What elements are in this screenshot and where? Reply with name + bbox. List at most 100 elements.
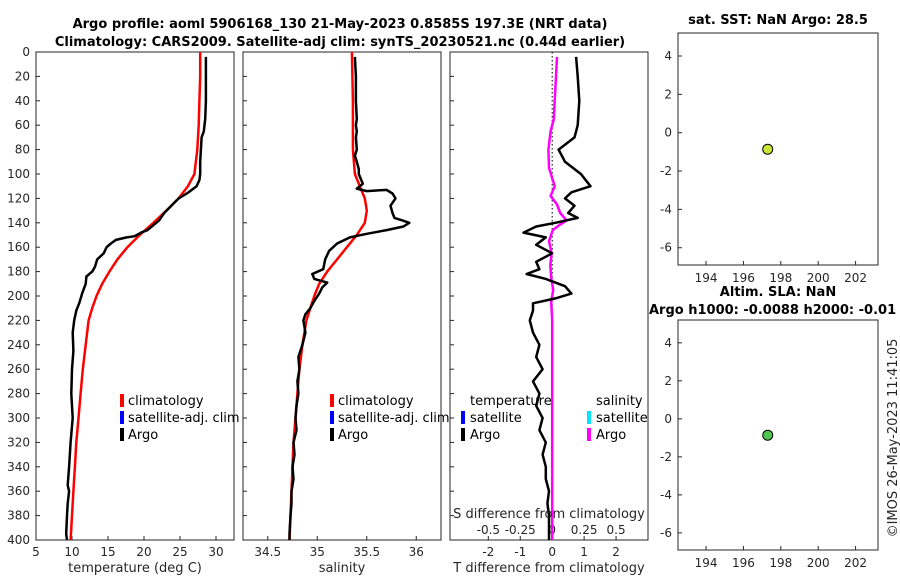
sst-title: sat. SST: NaN Argo: 28.5 <box>688 13 868 28</box>
x-tick-label: 202 <box>844 271 867 285</box>
x-tick-label: 194 <box>695 271 718 285</box>
x-tick-label: 10 <box>64 545 79 559</box>
sla-axes <box>677 319 879 551</box>
figure-title-line1: Argo profile: aoml 5906168_130 21-May-20… <box>73 17 608 32</box>
legend-label-argo: Argo <box>338 428 368 443</box>
t-difference-xlabel: T difference from climatology <box>452 561 645 576</box>
depth-tick-label: 60 <box>15 118 30 132</box>
y-tick-label: -4 <box>660 202 672 216</box>
temperature-xlabel: temperature (deg C) <box>68 561 202 576</box>
y-tick-label: -6 <box>660 241 672 255</box>
x-tick-label: 2 <box>612 545 620 559</box>
depth-tick-label: 340 <box>7 460 30 474</box>
depth-tick-label: 120 <box>7 191 30 205</box>
x-tick-label: 198 <box>769 271 792 285</box>
depth-tick-label: 300 <box>7 411 30 425</box>
legend-swatch-t-satellite <box>461 411 465 424</box>
x-tick-label: 5 <box>32 545 40 559</box>
legend-swatch-t-argo <box>461 428 465 441</box>
legend-label-satellite: satellite-adj. clim <box>128 411 240 426</box>
y-tick-label: 0 <box>664 412 672 426</box>
depth-tick-label: 20 <box>15 69 30 83</box>
y-tick-label: 4 <box>664 336 672 350</box>
depth-tick-label: 40 <box>15 94 30 108</box>
sla-panel: Altim. SLA: NaN Argo h1000: -0.0088 h200… <box>649 285 896 570</box>
x-tick-label: -1 <box>514 545 526 559</box>
x-tick-label: 196 <box>732 271 755 285</box>
depth-tick-label: 400 <box>7 533 30 547</box>
temperature-legend: climatology satellite-adj. clim Argo <box>120 394 240 443</box>
salinity-xlabel: salinity <box>319 561 366 576</box>
legend-swatch-climatology <box>330 394 334 407</box>
legend-title-salinity: salinity <box>596 394 643 409</box>
legend-label-argo: Argo <box>128 428 158 443</box>
difference-legend-temperature: temperature satellite Argo <box>461 394 552 443</box>
s-difference-xlabel: S difference from climatology <box>453 507 645 522</box>
t-difference-line <box>522 56 592 540</box>
x-tick-label: 15 <box>100 545 115 559</box>
x-tick-label: 35 <box>310 545 325 559</box>
y-tick-label: -4 <box>660 488 672 502</box>
depth-tick-label: 260 <box>7 362 30 376</box>
legend-swatch-s-argo <box>587 428 591 441</box>
depth-tick-label: 140 <box>7 216 30 230</box>
s-tick-label: -0.5 <box>477 523 500 537</box>
x-tick-label: 20 <box>136 545 151 559</box>
depth-tick-label: 200 <box>7 289 30 303</box>
x-tick-label: 35.5 <box>353 545 380 559</box>
credit-text: ©IMOS 26-May-2023 11:41:05 <box>886 339 900 538</box>
legend-label-s-satellite: satellite <box>596 411 648 426</box>
y-tick-label: -6 <box>660 526 672 540</box>
difference-axes <box>449 51 649 541</box>
figure-title-line2: Climatology: CARS2009. Satellite-adj cli… <box>55 35 625 50</box>
y-tick-label: 0 <box>664 126 672 140</box>
depth-tick-label: 160 <box>7 240 30 254</box>
salinity-axes <box>242 51 442 541</box>
y-tick-label: 4 <box>664 49 672 63</box>
salinity-panel: 34.5 35 35.5 36 climatology satellite-adj. … <box>242 51 450 576</box>
legend-label-s-argo: Argo <box>596 428 626 443</box>
y-tick-label: -2 <box>660 164 672 178</box>
legend-label-climatology: climatology <box>128 394 204 409</box>
x-tick-label: 34.5 <box>254 545 281 559</box>
x-tick-label: 25 <box>172 545 187 559</box>
x-tick-label: 200 <box>807 556 830 570</box>
depth-tick-label: 320 <box>7 435 30 449</box>
legend-label-t-satellite: satellite <box>470 411 522 426</box>
x-tick-label: 202 <box>844 556 867 570</box>
y-tick-label: -2 <box>660 450 672 464</box>
argo-temperature-line <box>64 56 208 541</box>
legend-swatch-argo <box>330 428 334 441</box>
depth-tick-label: 380 <box>7 509 30 523</box>
depth-tick-label: 220 <box>7 313 30 327</box>
depth-tick-label: 360 <box>7 484 30 498</box>
temperature-panel: 0 20 40 60 80 100 120 140 160 180 200 220 240 260 280 3… <box>7 45 240 576</box>
argo-position-marker <box>762 143 774 155</box>
legend-swatch-s-satellite <box>587 411 591 424</box>
legend-swatch-argo <box>120 428 124 441</box>
sst-panel: sat. SST: NaN Argo: 28.5 4 2 0 -2 -4 -6 194 196… <box>660 13 879 285</box>
x-tick-label: 36 <box>409 545 424 559</box>
legend-label-t-argo: Argo <box>470 428 500 443</box>
x-tick-label: 196 <box>732 556 755 570</box>
s-tick-label: 0.25 <box>571 523 598 537</box>
x-tick-label: 198 <box>769 556 792 570</box>
legend-label-climatology: climatology <box>338 394 414 409</box>
legend-swatch-satellite <box>330 411 334 424</box>
s-tick-label: 0.5 <box>607 523 626 537</box>
climatology-temperature-line <box>69 52 202 541</box>
s-difference-line <box>547 56 568 540</box>
sla-title-line1: Altim. SLA: NaN <box>720 285 836 300</box>
depth-tick-label: 80 <box>15 143 30 157</box>
sla-title-line2: Argo h1000: -0.0088 h2000: -0.01 <box>649 303 896 318</box>
argo-position-marker <box>762 429 774 441</box>
legend-swatch-climatology <box>120 394 124 407</box>
legend-label-satellite: satellite-adj. clim <box>338 411 450 426</box>
difference-legend-salinity: salinity satellite Argo <box>587 394 648 443</box>
x-tick-label: 0 <box>548 545 556 559</box>
x-tick-label: 194 <box>695 556 718 570</box>
argo-salinity-line <box>288 56 411 540</box>
x-tick-label: 200 <box>807 271 830 285</box>
x-tick-label: 30 <box>208 545 223 559</box>
